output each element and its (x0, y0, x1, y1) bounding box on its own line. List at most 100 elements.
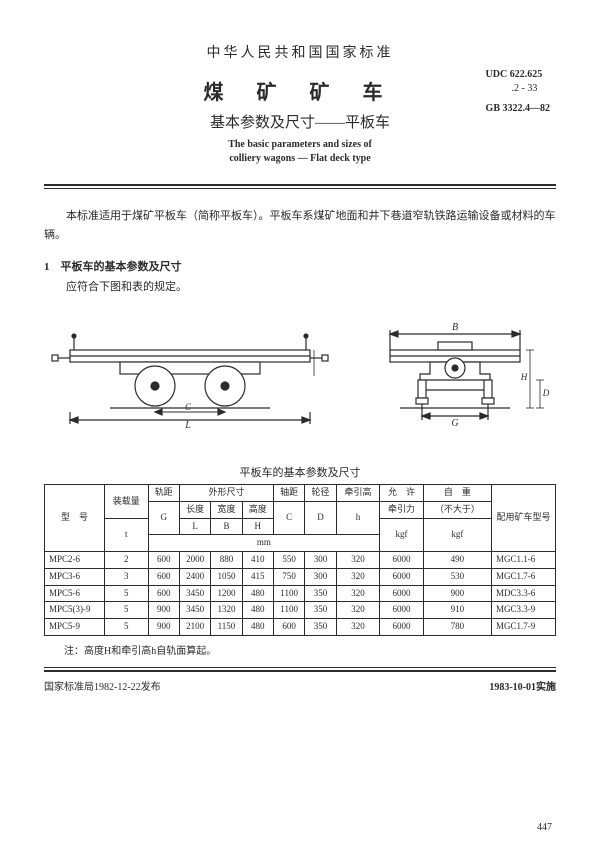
table-cell: 320 (336, 585, 380, 602)
table-note: 注：高度H和牵引高h自轨面算起。 (44, 642, 556, 657)
th-wheelbase: 轴距 (273, 485, 304, 502)
title-cn-line2: 基本参数及尺寸——平板车 (44, 111, 556, 132)
th-wheeldia-sym: D (305, 502, 336, 535)
table-cell: MGC1.7-6 (492, 568, 556, 585)
title-en-line1: The basic parameters and sizes of (44, 138, 556, 152)
th-load: 装载量 (105, 485, 149, 518)
title-en-line2: colliery wagons — Flat deck type (44, 152, 556, 166)
th-load-unit: t (105, 518, 149, 551)
th-match: 配用矿车型号 (492, 485, 556, 552)
table-cell: MPC5-9 (45, 618, 105, 635)
authority-line: 中华人民共和国国家标准 (44, 42, 556, 62)
table-cell: 300 (305, 568, 336, 585)
table-caption: 平板车的基本参数及尺寸 (44, 464, 556, 480)
table-cell: MGC1.7-9 (492, 618, 556, 635)
table-row: MPC3-63600240010504157503003206000530MGC… (45, 568, 556, 585)
table-cell: 2000 (179, 552, 210, 569)
table-cell: MPC5-6 (45, 585, 105, 602)
table-cell: 410 (242, 552, 273, 569)
table-cell: MPC2-6 (45, 552, 105, 569)
table-cell: 880 (211, 552, 242, 569)
udc-code2: .2 - 33 (486, 82, 550, 96)
th-len: 长度 (179, 502, 210, 519)
table-cell: 415 (242, 568, 273, 585)
table-cell: 2 (105, 552, 149, 569)
table-cell: 1320 (211, 602, 242, 619)
diagram-end-view: B G H D (360, 320, 550, 430)
table-cell: 6000 (380, 602, 424, 619)
section-1-text: 应符合下图和表的规定。 (44, 278, 556, 294)
rule-thin (44, 188, 556, 189)
table-cell: 910 (423, 602, 491, 619)
th-hei-sym: H (242, 518, 273, 535)
table-cell: 350 (305, 602, 336, 619)
table-cell: MGC1.1-6 (492, 552, 556, 569)
title-en: The basic parameters and sizes of collie… (44, 138, 556, 166)
title-cn-line1: 煤 矿 矿 车 (44, 76, 556, 105)
table-cell: 3450 (179, 585, 210, 602)
table-cell: 1200 (211, 585, 242, 602)
table-row: MPC2-6260020008804105503003206000490MGC1… (45, 552, 556, 569)
table-cell: MDC3.3-6 (492, 585, 556, 602)
th-towh: 牵引高 (336, 485, 380, 502)
table-cell: 300 (305, 552, 336, 569)
th-wid-sym: B (211, 518, 242, 535)
gb-code: 3322.4—82 (503, 103, 551, 114)
th-wheelbase-sym: C (273, 502, 304, 535)
table-cell: 320 (336, 552, 380, 569)
table-cell: 2400 (179, 568, 210, 585)
th-selfw-unit: kgf (423, 518, 491, 551)
table-cell: 900 (423, 585, 491, 602)
th-selfw: 自 重 (423, 485, 491, 502)
table-cell: MPC5(3)-9 (45, 602, 105, 619)
footer-left: 国家标准局1982-12-22发布 (44, 678, 161, 693)
table-cell: 600 (148, 585, 179, 602)
table-cell: 480 (242, 618, 273, 635)
table-cell: 750 (273, 568, 304, 585)
table-cell: 1150 (211, 618, 242, 635)
table-cell: 320 (336, 618, 380, 635)
table-cell: 780 (423, 618, 491, 635)
table-cell: 900 (148, 618, 179, 635)
table-cell: 320 (336, 602, 380, 619)
table-cell: 490 (423, 552, 491, 569)
table-cell: 350 (305, 618, 336, 635)
th-hei: 高度 (242, 502, 273, 519)
table-row: MPC5-656003450120048011003503206000900MD… (45, 585, 556, 602)
th-len-sym: L (179, 518, 210, 535)
table-cell: 600 (148, 552, 179, 569)
th-selfw2: （不大于） (423, 502, 491, 519)
th-gauge-sym: G (148, 502, 179, 535)
standard-codes: UDC 622.625 .2 - 33 GB 3322.4—82 (486, 68, 550, 116)
table-cell: 5 (105, 585, 149, 602)
intro-paragraph: 本标准适用于煤矿平板车（简称平板车）。平板车系煤矿地面和井下巷道窄轨铁路运输设备… (44, 207, 556, 244)
table-cell: 6000 (380, 585, 424, 602)
th-wid: 宽度 (211, 502, 242, 519)
label-H: H (520, 372, 528, 382)
table-cell: 600 (273, 618, 304, 635)
table-row: MPC5(3)-95900345013204801100350320600091… (45, 602, 556, 619)
table-cell: 480 (242, 585, 273, 602)
udc-label: UDC (486, 69, 508, 80)
section-1-heading: 1 平板车的基本参数及尺寸 (44, 258, 556, 274)
rule-thick (44, 184, 556, 186)
table-cell: MGC3.3-9 (492, 602, 556, 619)
table-cell: 5 (105, 618, 149, 635)
th-model: 型 号 (45, 485, 105, 552)
th-wheeldia: 轮径 (305, 485, 336, 502)
table-cell: 900 (148, 602, 179, 619)
table-cell: 3450 (179, 602, 210, 619)
label-L: L (184, 420, 191, 430)
table-cell: 530 (423, 568, 491, 585)
table-cell: MPC3-6 (45, 568, 105, 585)
label-G: G (451, 418, 458, 429)
table-cell: 600 (148, 568, 179, 585)
th-gauge: 轨距 (148, 485, 179, 502)
label-D: D (542, 388, 550, 398)
table-cell: 6000 (380, 568, 424, 585)
th-towh-sym: h (336, 502, 380, 535)
table-cell: 1050 (211, 568, 242, 585)
label-B: B (452, 322, 458, 333)
th-mm: mm (148, 535, 380, 552)
figure-diagrams: L C (44, 320, 556, 430)
